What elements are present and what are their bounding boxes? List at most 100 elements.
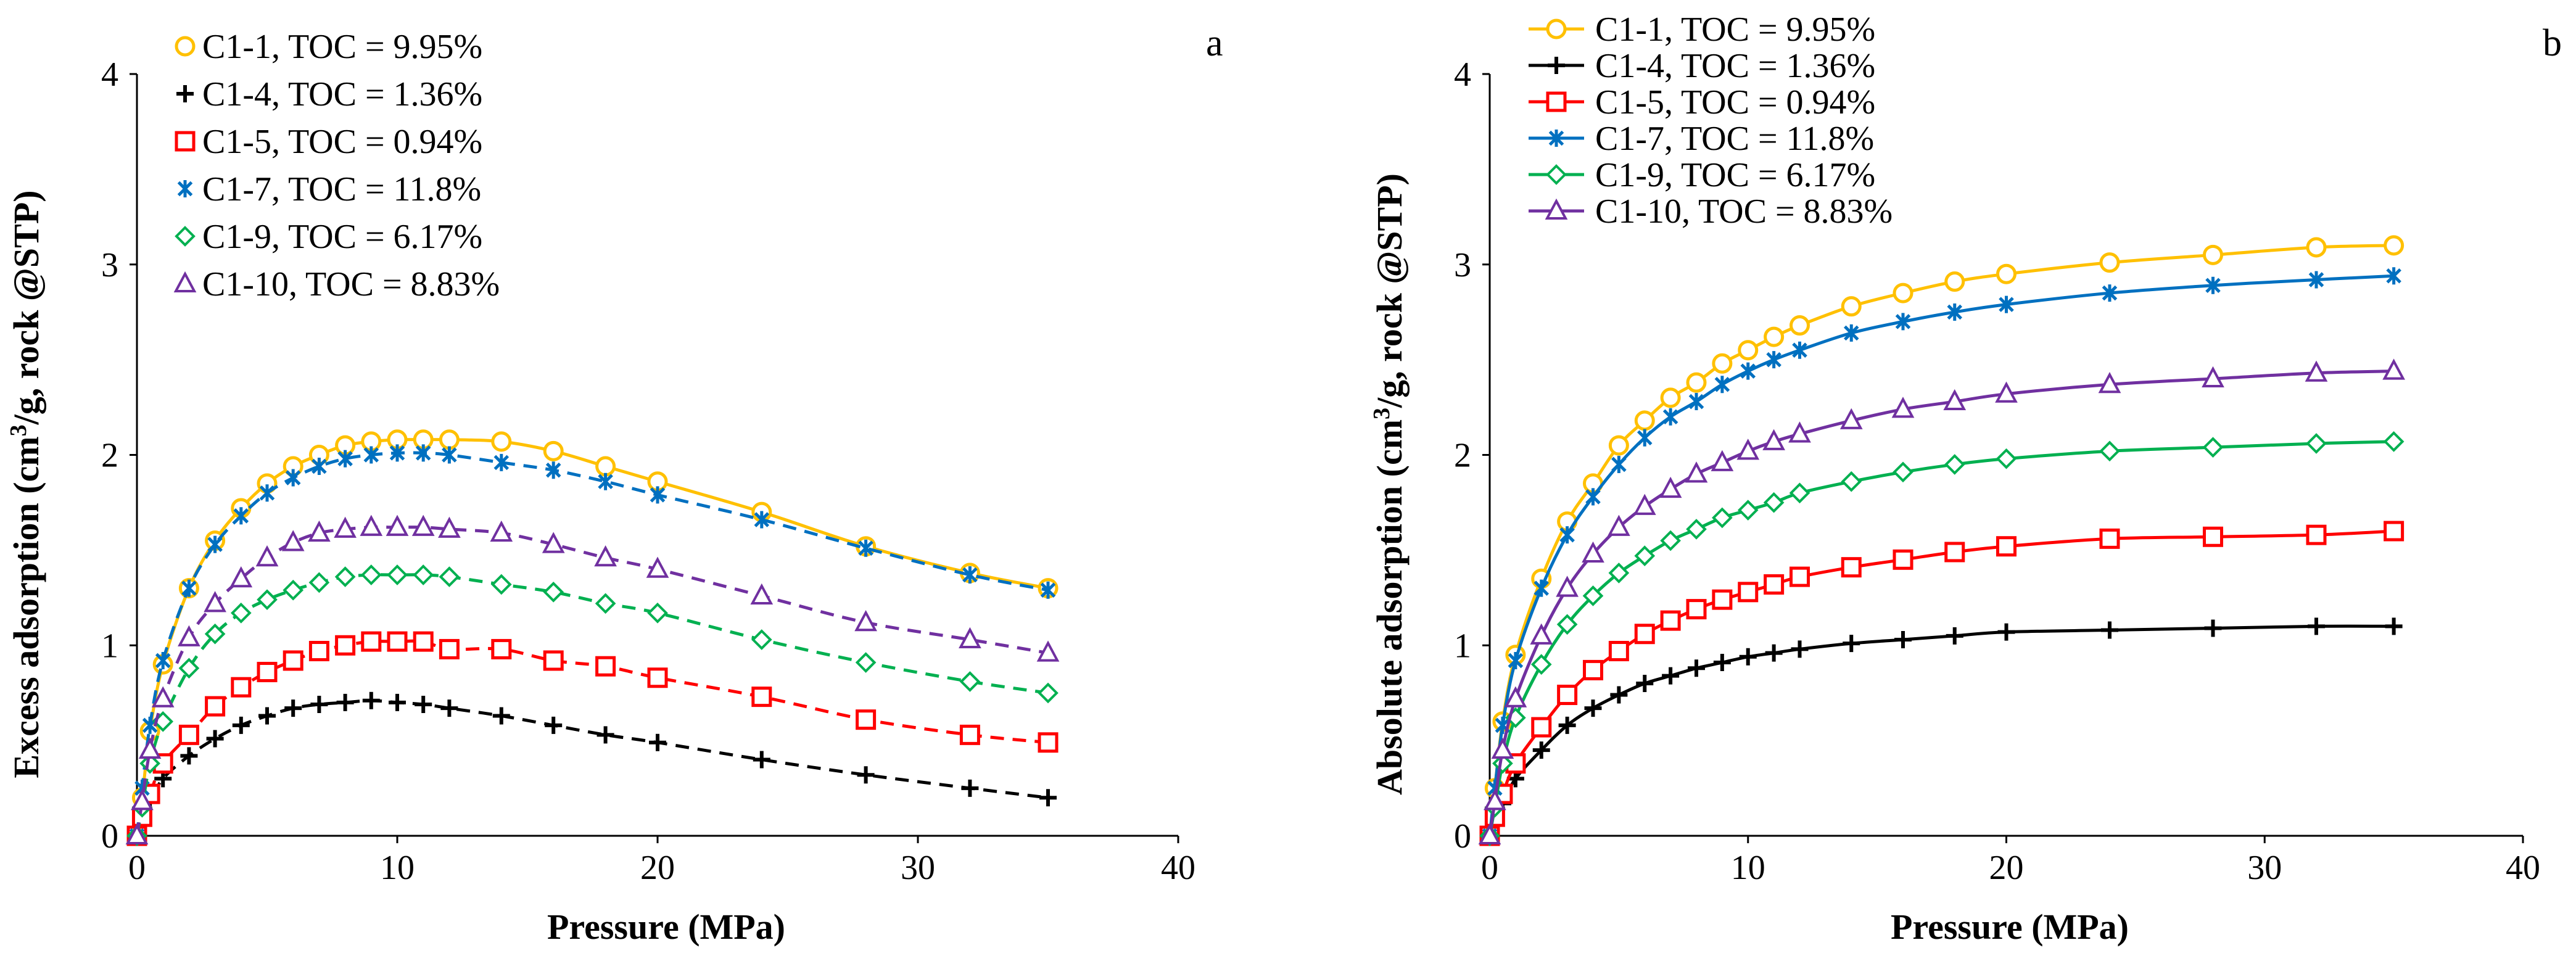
series-c1-4-point: [1843, 635, 1860, 653]
legend-entry: C1-1, TOC = 9.95%: [1529, 10, 1875, 49]
series-c1-9: [1479, 431, 2405, 846]
legend-entry: C1-5, TOC = 0.94%: [1529, 83, 1875, 122]
series-c1-7-point: [1611, 455, 1627, 473]
series-c1-7-point: [1947, 303, 1963, 321]
series-c1-4-point: [1558, 716, 1576, 734]
series-c1-7-point: [1585, 488, 1601, 506]
series-c1-5-point: [283, 650, 303, 671]
series-c1-10-point: [1839, 408, 1863, 429]
series-c1-1-point: [1893, 283, 1913, 303]
series-c1-9-point: [2099, 440, 2120, 462]
series-c1-9-point: [543, 581, 564, 603]
series-c1-5-point: [1634, 624, 1655, 645]
legend-marker: [1548, 57, 1565, 74]
series-c1-10-point: [1556, 576, 1579, 597]
series-c1-4-point: [415, 695, 432, 713]
series-c1-7-point: [1714, 376, 1730, 394]
series-c1-4-point: [389, 693, 406, 711]
legend-marker: [177, 180, 193, 197]
y-tick-label: 0: [101, 817, 118, 856]
series-c1-9-point: [1996, 448, 2017, 469]
series-c1-9-point: [308, 572, 330, 593]
series-c1-5-point: [1531, 717, 1552, 738]
x-tick-label: 30: [901, 849, 935, 887]
panel-a-y-axis-title: Excess adsorption (cm3/g, rock @STP): [6, 190, 46, 778]
series-c1-10-point: [204, 591, 226, 613]
series-c1-5-point: [205, 696, 226, 717]
series-c1-5-point: [1893, 549, 1913, 570]
series-c1-1-point: [1634, 410, 1655, 431]
series-c1-7-point: [1688, 393, 1704, 411]
legend-label: C1-1, TOC = 9.95%: [1595, 10, 1875, 49]
series-c1-10-point: [1530, 623, 1553, 645]
series-c1-9-point: [1763, 492, 1785, 513]
series-c1-7-point: [285, 469, 301, 487]
y-tick-label: 2: [101, 437, 118, 475]
series-c1-1-point: [1686, 372, 1707, 393]
series-c1-5-point: [257, 661, 278, 682]
legend-label: C1-9, TOC = 6.17%: [1595, 156, 1875, 194]
panel-a-x-axis-title: Pressure (MPa): [547, 907, 785, 947]
series-c1-7-point: [962, 566, 978, 584]
series-c1-10-point: [1582, 541, 1604, 563]
series-c1-5: [126, 631, 1059, 846]
series-c1-5-point: [1583, 659, 1603, 680]
series-c1-5-point: [2384, 521, 2405, 542]
series-c1-5-point: [231, 677, 252, 698]
legend-entry: C1-7, TOC = 11.8%: [1529, 120, 1874, 158]
series-c1-7-point: [181, 579, 197, 597]
series-c1-1-point: [1944, 271, 1965, 292]
series-c1-4-point: [1688, 659, 1705, 677]
series-c1-4-point: [545, 716, 563, 734]
series-c1-5-point: [387, 631, 408, 652]
series-c1-9-line: [1488, 440, 2394, 836]
series-c1-4-point: [1584, 699, 1602, 717]
series-c1-9-point: [1686, 519, 1707, 540]
legend-label: C1-1, TOC = 9.95%: [202, 28, 482, 66]
series-c1-9-point: [257, 589, 278, 610]
series-c1-10-point: [281, 530, 305, 551]
series-c1-7-point: [598, 472, 613, 490]
series-c1-5-point: [647, 667, 668, 688]
series-c1-7-point: [1843, 324, 1859, 342]
series-c1-7-point: [858, 539, 873, 557]
series-c1-9-point: [204, 623, 226, 645]
series-c1-7: [129, 444, 1056, 844]
series-c1-10-point: [334, 516, 357, 538]
series-c1-1-line: [1488, 244, 2394, 836]
x-tick-label: 0: [128, 849, 146, 887]
series-c1-10-point: [1762, 429, 1785, 450]
series-c1-10-point: [1484, 789, 1506, 811]
series-c1-10-point: [1659, 476, 1682, 498]
series-c1-9-point: [439, 566, 460, 587]
series-c1-7-point: [1662, 408, 1678, 426]
series-c1-4-point: [336, 693, 354, 711]
series-c1-9-point: [490, 574, 512, 595]
series-c1-10-point: [1995, 381, 2018, 403]
series-c1-7-point: [207, 535, 223, 553]
x-tick-label: 20: [1989, 849, 2024, 887]
series-c1-10-point: [178, 625, 200, 646]
series-c1-9-point: [1492, 753, 1513, 774]
series-c1-10-point: [646, 556, 669, 578]
series-c1-5-point: [1996, 536, 2017, 557]
series-c1-4-point: [440, 699, 458, 717]
series-c1-9-point: [1556, 614, 1578, 635]
series-c1-9-point: [1038, 682, 1059, 704]
series-c1-7-point: [1895, 313, 1911, 331]
y-tick-label: 3: [1454, 246, 1471, 284]
series-c1-9-point: [2383, 431, 2405, 452]
series-c1-7: [1482, 267, 2401, 844]
series-c1-5-point: [1557, 685, 1578, 706]
series-c1-10-point: [2098, 372, 2121, 394]
panel-a-y-axis-title-main: Excess adsorption (cm: [6, 436, 46, 778]
series-c1-10-point: [1891, 397, 1915, 418]
panel-b-y-axis-title-main: Absolute adsorption (cm: [1369, 419, 1410, 795]
series-c1-9-point: [387, 564, 408, 585]
legend-entry: C1-10, TOC = 8.83%: [173, 265, 500, 303]
series-c1-4-point: [2101, 621, 2118, 639]
series-c1-4-point: [1610, 686, 1628, 704]
series-c1-10-point: [125, 823, 149, 844]
